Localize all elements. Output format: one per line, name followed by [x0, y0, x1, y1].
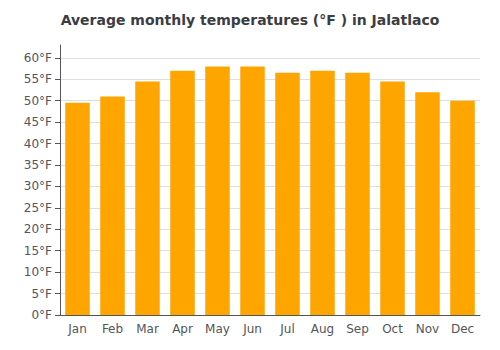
svg-text:15°F: 15°F	[24, 244, 52, 258]
svg-text:45°F: 45°F	[24, 115, 52, 129]
svg-text:Oct: Oct	[382, 322, 403, 336]
svg-text:Dec: Dec	[451, 322, 474, 336]
svg-text:May: May	[205, 322, 230, 336]
svg-text:40°F: 40°F	[24, 137, 52, 151]
svg-text:0°F: 0°F	[31, 308, 52, 322]
svg-text:25°F: 25°F	[24, 201, 52, 215]
svg-text:Mar: Mar	[136, 322, 159, 336]
svg-text:Aug: Aug	[311, 322, 334, 336]
svg-text:5°F: 5°F	[31, 287, 52, 301]
svg-text:35°F: 35°F	[24, 158, 52, 172]
svg-text:Feb: Feb	[102, 322, 123, 336]
svg-text:20°F: 20°F	[24, 222, 52, 236]
svg-text:30°F: 30°F	[24, 179, 52, 193]
svg-text:10°F: 10°F	[24, 265, 52, 279]
svg-text:Sep: Sep	[346, 322, 369, 336]
svg-text:Apr: Apr	[172, 322, 193, 336]
svg-text:Nov: Nov	[416, 322, 439, 336]
svg-text:60°F: 60°F	[24, 51, 52, 65]
svg-text:50°F: 50°F	[24, 94, 52, 108]
svg-text:Jan: Jan	[67, 322, 87, 336]
svg-text:Jul: Jul	[279, 322, 294, 336]
svg-text:55°F: 55°F	[24, 72, 52, 86]
svg-text:Average monthly temperatures (: Average monthly temperatures (°F ) in Ja…	[61, 12, 440, 28]
svg-text:Jun: Jun	[242, 322, 262, 336]
